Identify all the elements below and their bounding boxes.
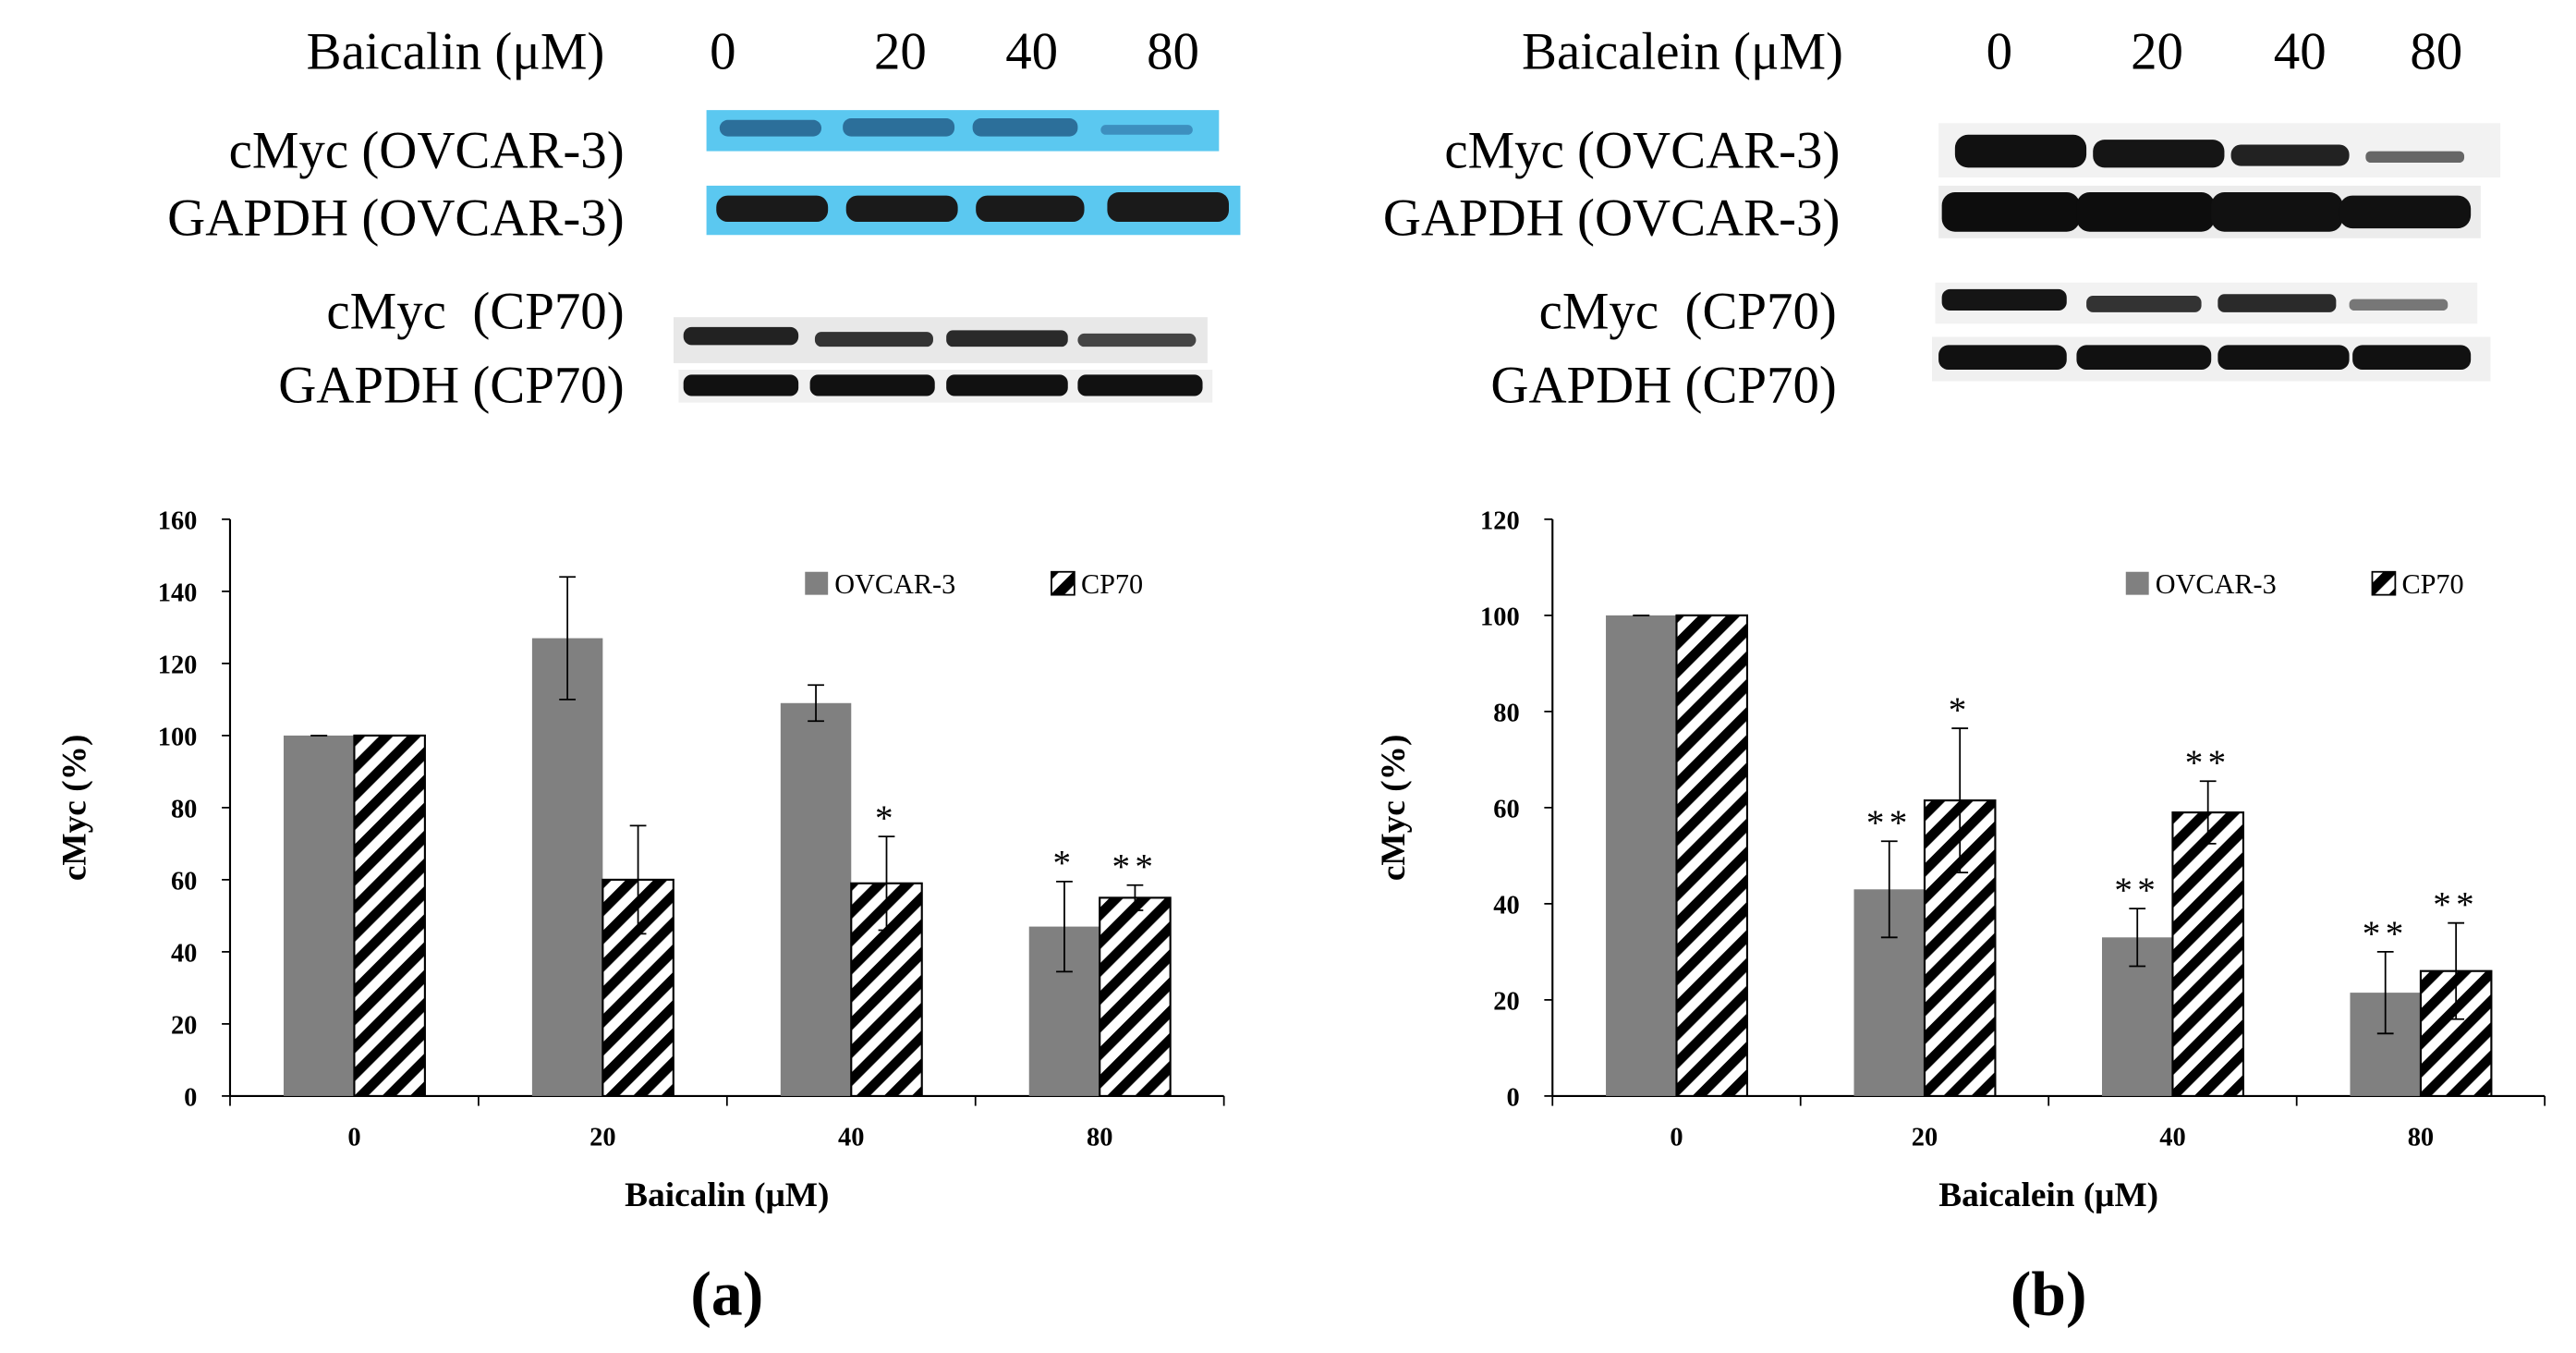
blot-treatment: Baicalin (μM) (307, 23, 605, 81)
significance-label: * (1053, 844, 1076, 884)
blot-dose: 0 (1987, 23, 2012, 81)
x-tick-label: 80 (2408, 1123, 2434, 1152)
blot-dose: 80 (2410, 23, 2462, 81)
y-tick-label: 80 (171, 796, 197, 824)
blot-dose: 0 (710, 23, 735, 81)
blot-dose: 20 (874, 23, 927, 81)
x-tick-label: 20 (589, 1123, 615, 1152)
y-tick-label: 40 (171, 940, 197, 969)
x-tick-label: 0 (1670, 1123, 1683, 1152)
significance-label: ** (2433, 885, 2479, 925)
y-axis-label: cMyc (%) (1375, 735, 1413, 882)
y-tick-label: 160 (158, 507, 198, 536)
legend-swatch (2371, 570, 2397, 596)
legend-label: OVCAR-3 (2156, 568, 2277, 600)
x-tick-label: 0 (347, 1123, 360, 1152)
y-tick-label: 20 (171, 1012, 197, 1041)
significance-label: ** (2114, 871, 2160, 910)
y-tick-label: 20 (1493, 988, 1519, 1017)
blot-row: GAPDH (CP70) (1490, 357, 1836, 415)
panel-label: (a) (690, 1259, 763, 1328)
legend-label: CP70 (2401, 568, 2463, 600)
bar (1099, 896, 1172, 1097)
y-tick-label: 100 (1480, 603, 1520, 632)
significance-label: ** (2363, 914, 2409, 954)
significance-label: ** (1112, 847, 1159, 887)
legend-swatch (805, 571, 829, 595)
bar (531, 638, 603, 1096)
blot-row: GAPDH (OVCAR-3) (167, 189, 624, 247)
blot-row: cMyc (CP70) (326, 283, 624, 341)
legend-swatch (2125, 571, 2149, 595)
blot-row: cMyc (OVCAR-3) (229, 121, 625, 179)
blot-dose: 40 (1005, 23, 1058, 81)
x-tick-label: 80 (1087, 1123, 1112, 1152)
y-tick-label: 0 (1506, 1084, 1519, 1113)
bar (283, 735, 355, 1096)
y-tick-label: 120 (1480, 507, 1520, 536)
blot-row: GAPDH (CP70) (278, 357, 624, 415)
blot-row: cMyc (OVCAR-3) (1444, 121, 1840, 179)
x-axis-label: Baicalin (μM) (625, 1176, 829, 1214)
bar (1606, 615, 1677, 1096)
significance-label: ** (1866, 803, 1913, 843)
y-tick-label: 60 (1493, 796, 1519, 824)
bar (1675, 614, 1749, 1097)
significance-label: * (875, 798, 898, 838)
blot-row: GAPDH (OVCAR-3) (1383, 189, 1840, 247)
panel-label: (b) (2011, 1259, 2087, 1328)
blot-dose: 20 (2131, 23, 2183, 81)
legend-label: OVCAR-3 (834, 568, 955, 600)
blot-row: cMyc (CP70) (1539, 283, 1837, 341)
legend-swatch (1051, 570, 1075, 596)
y-tick-label: 120 (158, 652, 198, 680)
y-tick-label: 0 (184, 1084, 197, 1113)
blot-image (674, 110, 1241, 403)
x-tick-label: 40 (2159, 1123, 2185, 1152)
y-tick-label: 140 (158, 579, 198, 608)
bar (2171, 811, 2244, 1097)
bar (780, 702, 852, 1096)
significance-label: * (1949, 690, 1972, 730)
legend-label: CP70 (1081, 568, 1143, 600)
blot-treatment: Baicalein (μM) (1522, 23, 1843, 81)
y-tick-label: 40 (1493, 892, 1519, 920)
blot-image (1931, 123, 2501, 382)
x-axis-label: Baicalein (μM) (1938, 1176, 2158, 1214)
x-tick-label: 20 (1912, 1123, 1938, 1152)
x-tick-label: 40 (838, 1123, 864, 1152)
bar (353, 734, 426, 1097)
y-axis-label: cMyc (%) (56, 735, 94, 882)
blot-dose: 80 (1147, 23, 1199, 81)
y-tick-label: 80 (1493, 700, 1519, 728)
y-tick-label: 60 (171, 868, 197, 896)
significance-label: ** (2185, 743, 2231, 783)
y-tick-label: 100 (158, 724, 198, 752)
blot-dose: 40 (2274, 23, 2327, 81)
